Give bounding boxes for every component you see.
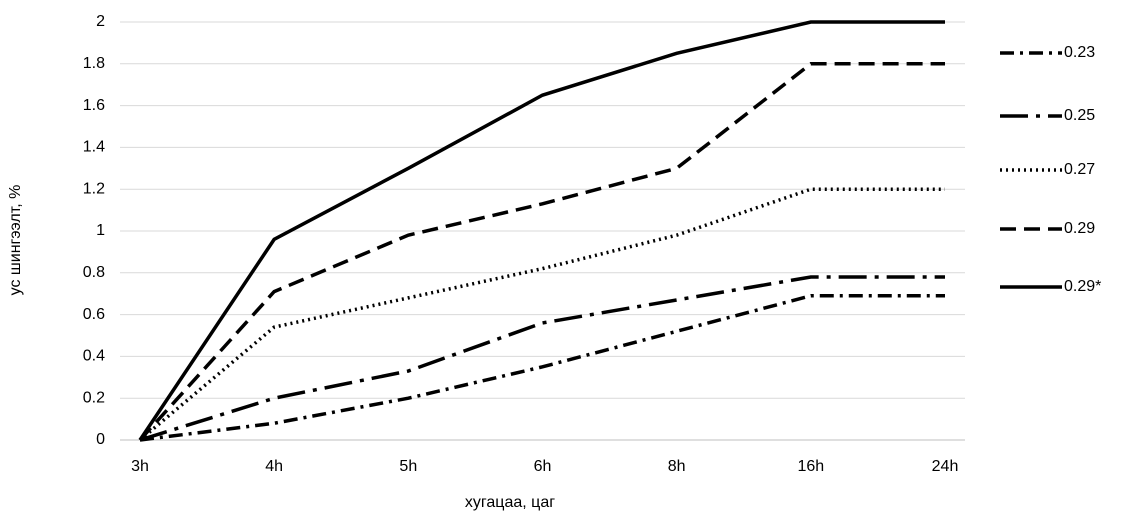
y-tick-label: 1.2 <box>83 180 105 197</box>
legend-label: 0.29* <box>1064 278 1101 295</box>
y-tick-label: 0.6 <box>83 306 105 323</box>
y-tick-label: 1.4 <box>83 139 105 156</box>
series-line <box>138 62 945 442</box>
series-line <box>139 275 945 442</box>
y-tick-label: 0 <box>96 431 105 448</box>
series-line <box>138 20 945 441</box>
x-tick-label: 16h <box>797 458 824 475</box>
series-line <box>138 187 945 442</box>
legend-label: 0.29 <box>1064 220 1095 237</box>
x-tick-label: 5h <box>399 458 417 475</box>
legend-label: 0.23 <box>1064 44 1095 61</box>
series-line <box>139 294 945 442</box>
y-tick-label: 1.6 <box>83 97 105 114</box>
legend-label: 0.25 <box>1064 107 1095 124</box>
x-tick-label: 4h <box>265 458 283 475</box>
x-tick-label: 3h <box>131 458 149 475</box>
x-tick-label: 8h <box>668 458 686 475</box>
legend-label: 0.27 <box>1064 161 1095 178</box>
x-tick-label: 24h <box>932 458 959 475</box>
x-axis-label: хугацаа, цаг <box>465 494 555 511</box>
y-tick-label: 0.8 <box>83 264 105 281</box>
y-tick-label: 1 <box>96 222 105 239</box>
y-tick-label: 1.8 <box>83 55 105 72</box>
y-axis-label: ус шингээлт, % <box>7 185 24 296</box>
x-tick-label: 6h <box>534 458 552 475</box>
y-tick-label: 2 <box>96 13 105 30</box>
y-tick-label: 0.2 <box>83 389 105 406</box>
y-tick-label: 0.4 <box>83 348 105 365</box>
